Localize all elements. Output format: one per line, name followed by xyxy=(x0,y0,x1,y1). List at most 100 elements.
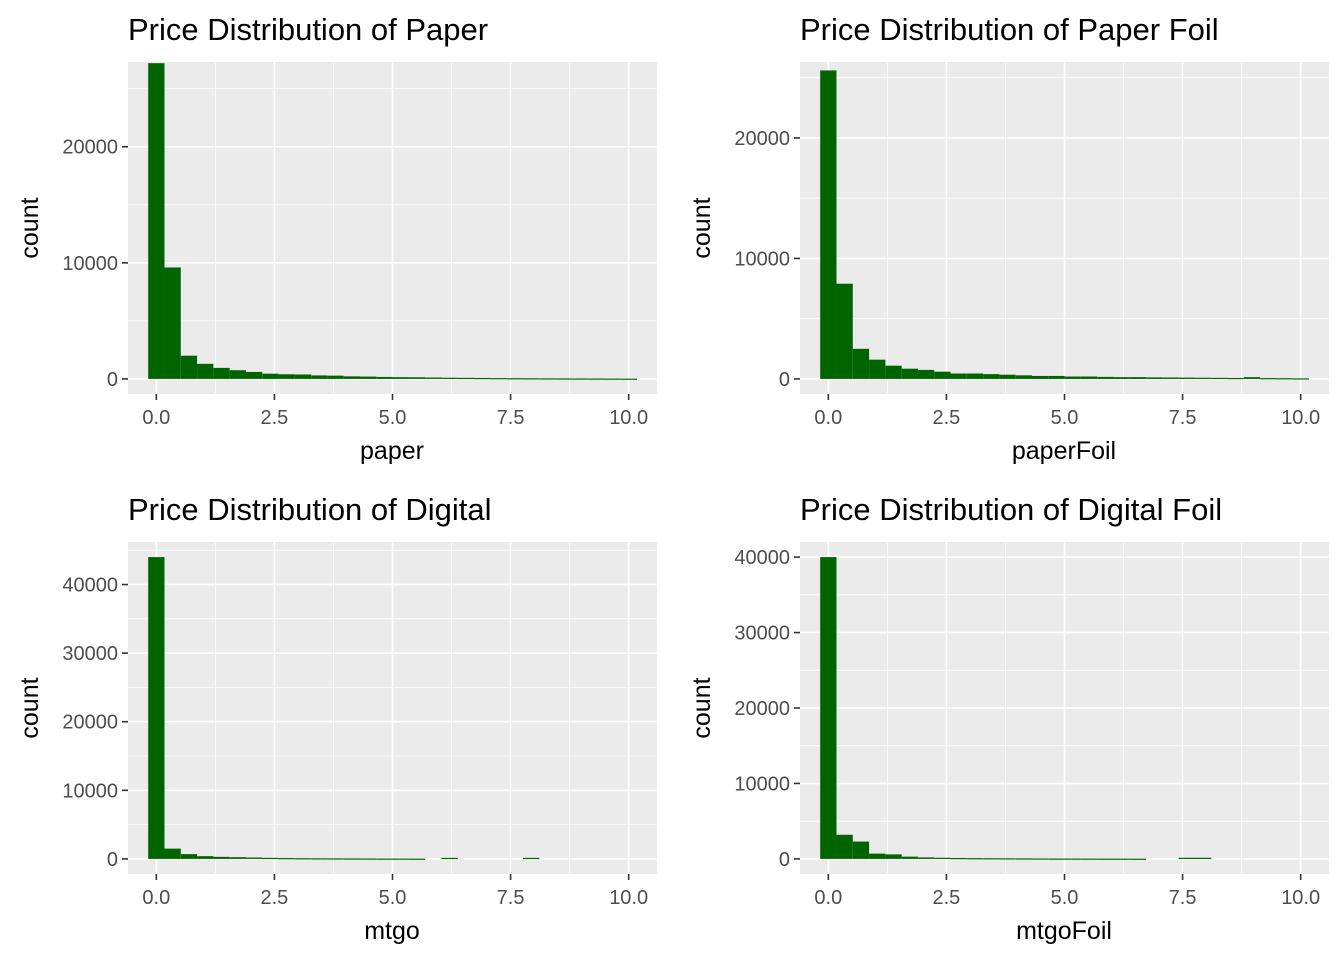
x-tick-label: 0.0 xyxy=(814,407,842,429)
histogram-bar xyxy=(820,70,837,379)
histogram-bar xyxy=(1194,377,1212,379)
x-tick-label: 2.5 xyxy=(261,407,289,429)
histogram-bar xyxy=(1227,377,1244,380)
y-tick-label: 10000 xyxy=(734,773,790,795)
histogram-bar xyxy=(376,376,393,379)
histogram-bar xyxy=(506,378,523,380)
histogram-bar xyxy=(917,369,935,379)
x-tick-label: 2.5 xyxy=(261,887,289,909)
histogram-bar xyxy=(1162,377,1179,379)
y-axis-title: count xyxy=(688,197,716,258)
histogram-bar xyxy=(1064,858,1081,860)
y-tick-label: 20000 xyxy=(734,698,790,720)
histogram-bar xyxy=(164,848,181,859)
histogram-bar xyxy=(836,283,853,379)
chart-panel-3: Price Distribution of Digital 0.0 2.5 5.0 7.… xyxy=(16,492,657,945)
y-axis-title: count xyxy=(16,677,44,738)
histogram-bar xyxy=(885,854,902,859)
x-axis-title: mtgoFoil xyxy=(1016,917,1112,945)
x-tick-label: 7.5 xyxy=(497,887,525,909)
histogram-bar xyxy=(474,377,491,380)
axes: 0.0 2.5 5.0 7.5 10.0 0 10000 20000 30000 40000 xyxy=(734,547,1320,909)
y-axis-title: count xyxy=(16,197,44,258)
histogram-bar xyxy=(457,377,475,380)
histogram-bar xyxy=(999,374,1016,379)
x-tick-label: 7.5 xyxy=(1169,887,1197,909)
y-tick-label: 40000 xyxy=(734,547,790,569)
histogram-bar xyxy=(620,378,638,380)
histogram-bar xyxy=(311,858,328,860)
histogram-bar xyxy=(441,377,458,379)
x-axis-title: mtgo xyxy=(364,917,420,945)
histogram-bar xyxy=(852,841,870,859)
histogram-bar xyxy=(294,858,312,860)
histogram-bar xyxy=(1243,377,1261,379)
histogram-bar xyxy=(1146,377,1163,379)
histogram-bar xyxy=(885,365,902,379)
histogram-bar xyxy=(1194,857,1212,859)
histogram-bar xyxy=(999,858,1016,860)
histogram-bar xyxy=(245,857,263,859)
histogram-bar xyxy=(408,377,426,379)
y-tick-label: 30000 xyxy=(62,643,118,665)
histogram-bar xyxy=(1113,377,1130,379)
y-tick-label: 40000 xyxy=(62,575,118,597)
histogram-bar xyxy=(262,373,279,379)
histogram-bar xyxy=(983,374,1000,379)
histogram-bar xyxy=(950,858,967,860)
histogram-bar xyxy=(311,375,328,379)
x-tick-label: 0.0 xyxy=(814,887,842,909)
histogram-bar xyxy=(820,557,837,859)
axes: 0.0 2.5 5.0 7.5 10.0 0 10000 20000 xyxy=(734,128,1320,429)
histogram-bar xyxy=(360,858,377,860)
histogram-bar xyxy=(278,374,295,379)
histogram-bar xyxy=(229,857,246,859)
chart-panel-4: Price Distribution of Digital Foil 0.0 2.5… xyxy=(688,492,1329,945)
histogram-bar xyxy=(148,63,165,379)
histogram-bar xyxy=(983,858,1000,860)
histogram-bar xyxy=(148,557,165,859)
histogram-bar xyxy=(1129,377,1147,379)
histogram-bar xyxy=(901,856,918,859)
histogram-bar xyxy=(343,376,361,379)
histogram-bar xyxy=(1097,376,1114,379)
histogram-bar xyxy=(901,368,918,379)
histogram-bar xyxy=(180,355,198,379)
histogram-bar xyxy=(197,363,214,379)
histogram-bar xyxy=(343,858,361,860)
histogram-bar xyxy=(917,857,935,859)
chart-panel-1: Price Distribution of Paper 0.0 2.5 5.0 7.5 1… xyxy=(16,12,657,465)
y-tick-label: 20000 xyxy=(62,137,118,159)
histogram-bar xyxy=(869,853,886,859)
histogram-bar xyxy=(408,858,426,860)
histogram-bar xyxy=(852,348,870,379)
histogram-bar xyxy=(571,378,589,380)
x-tick-label: 10.0 xyxy=(1281,407,1320,429)
y-tick-label: 10000 xyxy=(734,248,790,270)
x-axis-title: paper xyxy=(360,437,424,465)
histogram-bar xyxy=(1292,378,1310,380)
x-tick-label: 10.0 xyxy=(1281,887,1320,909)
histogram-bars xyxy=(148,63,638,380)
histogram-bar xyxy=(1178,857,1195,859)
gridlines xyxy=(128,542,657,874)
chart-panel-2: Price Distribution of Paper Foil 0.0 2.5 5.… xyxy=(688,12,1329,465)
histogram-bar xyxy=(392,858,409,860)
histogram-bar xyxy=(278,858,295,860)
histogram-bar xyxy=(836,834,853,859)
histogram-bar xyxy=(1276,378,1293,380)
histogram-bar xyxy=(1015,375,1033,379)
chart-title: Price Distribution of Digital xyxy=(128,492,492,527)
histogram-bar xyxy=(392,377,409,379)
y-tick-label: 0 xyxy=(779,369,790,391)
histogram-bar xyxy=(245,371,263,379)
histogram-bar xyxy=(555,378,572,380)
x-tick-label: 7.5 xyxy=(497,407,525,429)
histogram-bar xyxy=(197,856,214,859)
histogram-bar xyxy=(164,267,181,379)
histogram-bar xyxy=(1048,858,1065,860)
y-tick-label: 10000 xyxy=(62,253,118,275)
x-tick-label: 5.0 xyxy=(379,887,407,909)
axes: 0.0 2.5 5.0 7.5 10.0 0 10000 20000 xyxy=(62,137,648,429)
